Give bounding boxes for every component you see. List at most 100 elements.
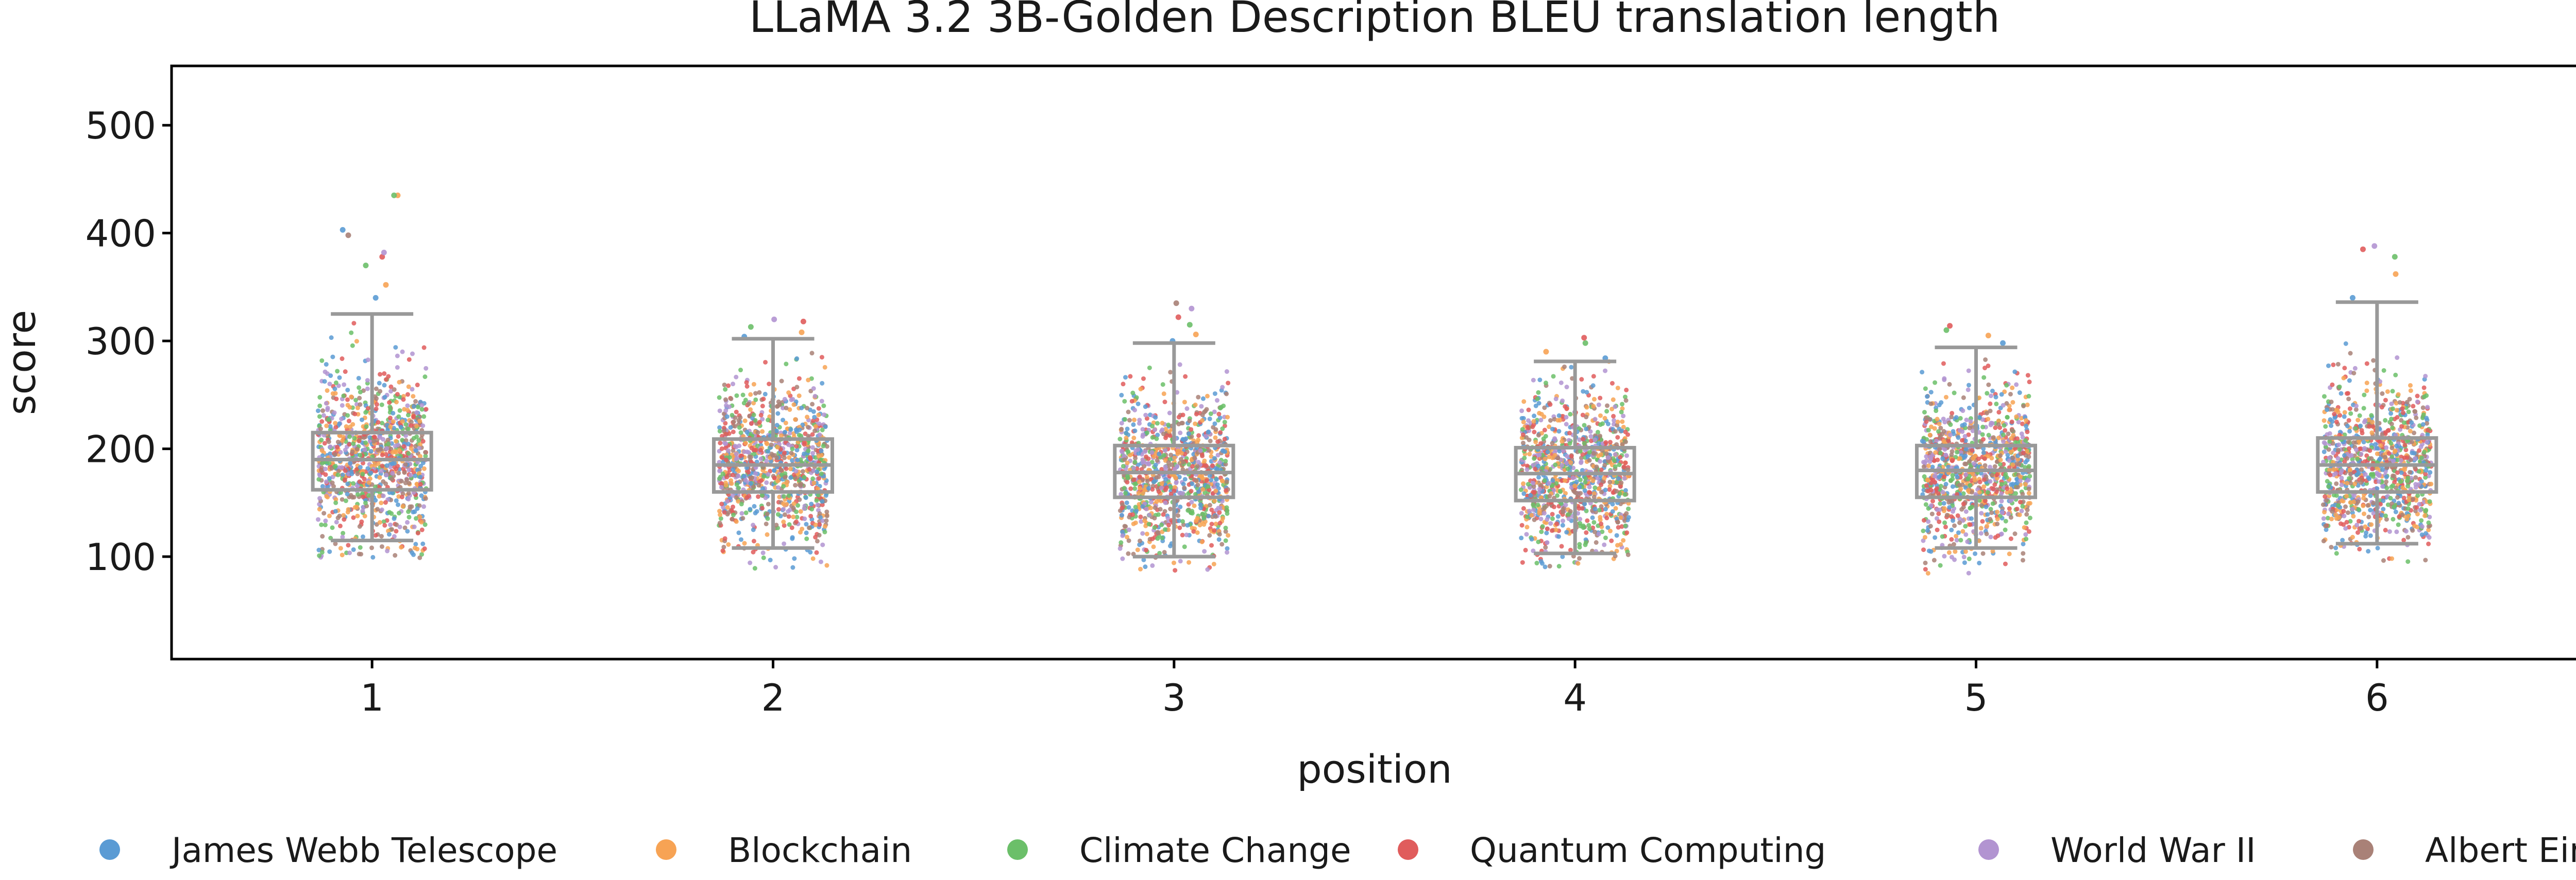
strip-point [1144, 474, 1149, 479]
strip-point [355, 513, 360, 519]
strip-point [1222, 437, 1227, 442]
strip-point [1175, 314, 1181, 320]
strip-point [760, 486, 765, 491]
strip-point [717, 428, 722, 434]
strip-point [1527, 509, 1532, 514]
strip-point [1156, 512, 1161, 517]
strip-point [391, 192, 397, 198]
strip-point [2027, 501, 2032, 506]
strip-point [1160, 427, 1165, 433]
strip-point [2026, 486, 2031, 491]
strip-point [1925, 571, 1930, 576]
strip-point [1591, 520, 1597, 525]
strip-point [1624, 453, 1629, 458]
strip-point [360, 508, 365, 513]
strip-point [359, 519, 364, 524]
strip-point [1959, 507, 1964, 512]
strip-point [796, 376, 802, 381]
strip-point [1940, 456, 1945, 461]
strip-point [1162, 400, 1167, 405]
strip-point [1941, 501, 1946, 506]
strip-point [1598, 395, 1603, 401]
strip-point [2017, 512, 2022, 517]
strip-point [1173, 300, 1179, 306]
strip-point [320, 484, 325, 489]
strip-point [405, 520, 410, 525]
strip-point [2013, 491, 2018, 496]
strip-point [1150, 563, 1155, 568]
strip-point [1591, 451, 1596, 456]
strip-point [410, 351, 415, 356]
strip-point [752, 566, 757, 571]
strip-point [750, 475, 755, 480]
strip-point [1198, 448, 1203, 453]
strip-point [736, 499, 741, 504]
strip-point [738, 537, 743, 542]
strip-point [806, 525, 811, 530]
strip-point [365, 406, 370, 411]
strip-point [1125, 479, 1130, 485]
strip-point [1935, 457, 1940, 462]
strip-point [726, 542, 731, 547]
strip-point [1614, 489, 1619, 494]
strip-point [782, 450, 787, 455]
strip-point [1577, 545, 1582, 550]
strip-point [334, 396, 339, 402]
strip-point [1222, 420, 1227, 425]
strip-point [1615, 419, 1620, 424]
strip-point [2001, 433, 2006, 438]
strip-point [1578, 448, 1583, 454]
strip-point [1951, 518, 1956, 523]
strip-point [1178, 559, 1183, 564]
strip-point [315, 408, 320, 413]
strip-point [1220, 516, 1225, 521]
strip-point [741, 474, 747, 479]
strip-point [743, 441, 748, 446]
strip-point [423, 407, 429, 412]
strip-point [811, 386, 816, 391]
strip-point [1978, 526, 1984, 531]
strip-point [1132, 428, 1138, 434]
strip-point [1194, 478, 1199, 483]
strip-point [333, 509, 338, 514]
strip-point [764, 521, 769, 526]
strip-point [394, 467, 399, 472]
strip-point [1561, 519, 1566, 524]
strip-point [377, 475, 382, 480]
strip-point [1225, 415, 1230, 420]
strip-point [1544, 530, 1549, 536]
strip-point [1524, 514, 1530, 520]
strip-point [1126, 505, 1131, 510]
strip-point [1950, 458, 1955, 463]
strip-point [742, 418, 748, 423]
strip-point [1991, 486, 1996, 491]
strip-point [742, 541, 747, 546]
strip-point [1207, 503, 1212, 508]
strip-point [811, 480, 817, 486]
strip-point [340, 356, 345, 361]
strip-point [717, 425, 722, 430]
strip-point [316, 517, 321, 522]
strip-point [723, 441, 728, 446]
strip-point [317, 496, 323, 501]
strip-point [1940, 490, 1945, 495]
strip-point [809, 502, 814, 507]
strip-point [1128, 374, 1133, 379]
strip-point [2023, 482, 2028, 487]
strip-point [1615, 385, 1620, 390]
strip-point [1938, 563, 1943, 568]
strip-point [1591, 404, 1596, 409]
strip-point [316, 477, 321, 482]
strip-point [380, 421, 385, 426]
strip-point [822, 529, 827, 534]
strip-point [1607, 440, 1613, 445]
strip-point [1538, 418, 1544, 423]
strip-point [2010, 428, 2015, 433]
strip-point [1532, 456, 1537, 461]
strip-point [794, 514, 800, 520]
strip-point [1526, 481, 1531, 487]
strip-point [1985, 391, 1990, 396]
strip-point [1153, 415, 1158, 420]
strip-point [728, 425, 733, 430]
strip-point [804, 522, 809, 527]
